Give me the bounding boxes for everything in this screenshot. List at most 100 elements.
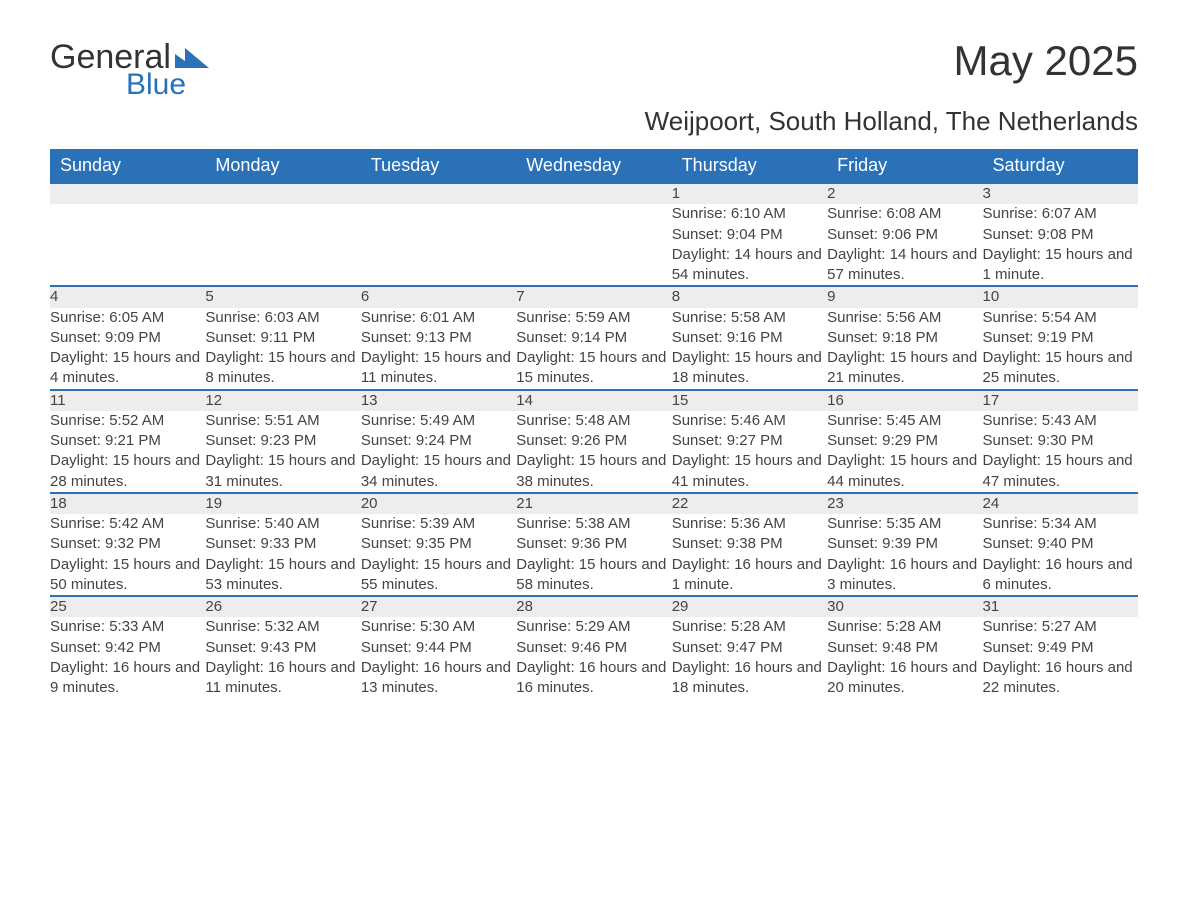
sunrise-line-value: 5:33 AM [109,618,164,635]
day-number-cell: 27 [361,596,516,617]
sunset-line: Sunset: 9:43 PM [205,638,360,658]
daylight-line-label: Daylight: [516,349,579,366]
daylight-line-label: Daylight: [983,659,1046,676]
sunrise-line-value: 5:52 AM [109,412,164,429]
sunset-line-value: 9:43 PM [260,639,316,656]
day-number-cell: 10 [983,286,1138,307]
sunset-line: Sunset: 9:26 PM [516,431,671,451]
sunrise-line-value: 5:56 AM [886,309,941,326]
day-number-cell: 6 [361,286,516,307]
day-data-cell: Sunrise: 5:54 AMSunset: 9:19 PMDaylight:… [983,308,1138,390]
day-data-cell: Sunrise: 5:27 AMSunset: 9:49 PMDaylight:… [983,617,1138,702]
sunset-line-value: 9:18 PM [882,329,938,346]
sunrise-line-value: 5:39 AM [420,515,475,532]
day-data-cell: Sunrise: 6:07 AMSunset: 9:08 PMDaylight:… [983,204,1138,286]
sunset-line: Sunset: 9:14 PM [516,328,671,348]
sunrise-line: Sunrise: 5:33 AM [50,617,205,637]
day-number-cell: 23 [827,493,982,514]
sunrise-line: Sunrise: 5:54 AM [983,308,1138,328]
weekday-header-row: SundayMondayTuesdayWednesdayThursdayFrid… [50,149,1138,183]
sunrise-line-value: 6:01 AM [420,309,475,326]
logo-text-blue: Blue [126,70,186,100]
sunset-line-label: Sunset: [983,329,1038,346]
daylight-line: Daylight: 15 hours and 8 minutes. [205,348,360,389]
day-number-cell: 22 [672,493,827,514]
sunset-line-value: 9:11 PM [260,329,315,346]
daylight-line: Daylight: 16 hours and 13 minutes. [361,658,516,699]
sunrise-line: Sunrise: 5:28 AM [672,617,827,637]
sunrise-line: Sunrise: 5:51 AM [205,411,360,431]
day-number-cell: 19 [205,493,360,514]
sunset-line-value: 9:23 PM [260,432,316,449]
sunset-line: Sunset: 9:33 PM [205,534,360,554]
daylight-line: Daylight: 15 hours and 44 minutes. [827,451,982,492]
sunrise-line: Sunrise: 5:34 AM [983,514,1138,534]
sunset-line-label: Sunset: [983,432,1038,449]
sunset-line: Sunset: 9:39 PM [827,534,982,554]
daylight-line: Daylight: 16 hours and 6 minutes. [983,555,1138,596]
sunrise-line-value: 5:46 AM [731,412,786,429]
daylight-line: Daylight: 15 hours and 55 minutes. [361,555,516,596]
calendar-title: May 2025 [954,40,1138,82]
sunrise-line-value: 5:51 AM [265,412,320,429]
sunrise-line-value: 5:35 AM [886,515,941,532]
sunrise-line-label: Sunrise: [516,412,575,429]
sunset-line: Sunset: 9:48 PM [827,638,982,658]
day-data-cell: Sunrise: 5:59 AMSunset: 9:14 PMDaylight:… [516,308,671,390]
sunset-line-label: Sunset: [361,432,416,449]
week-data-row: Sunrise: 5:52 AMSunset: 9:21 PMDaylight:… [50,411,1138,493]
week-number-row: 123 [50,183,1138,204]
daylight-line-label: Daylight: [205,349,268,366]
sunrise-line-label: Sunrise: [827,205,886,222]
day-number-cell [361,183,516,204]
weekday-header: Thursday [672,149,827,183]
sunset-line-value: 9:08 PM [1038,226,1094,243]
day-data-cell: Sunrise: 5:30 AMSunset: 9:44 PMDaylight:… [361,617,516,702]
sunrise-line-label: Sunrise: [205,618,264,635]
day-data-cell: Sunrise: 6:03 AMSunset: 9:11 PMDaylight:… [205,308,360,390]
day-data-cell: Sunrise: 6:01 AMSunset: 9:13 PMDaylight:… [361,308,516,390]
daylight-line: Daylight: 15 hours and 28 minutes. [50,451,205,492]
day-number-cell: 12 [205,390,360,411]
sunset-line-label: Sunset: [516,535,571,552]
daylight-line-label: Daylight: [361,556,424,573]
day-data-cell: Sunrise: 5:58 AMSunset: 9:16 PMDaylight:… [672,308,827,390]
sunset-line: Sunset: 9:21 PM [50,431,205,451]
day-number-cell: 21 [516,493,671,514]
sunrise-line-value: 5:38 AM [575,515,630,532]
sunset-line-value: 9:48 PM [882,639,938,656]
day-number-cell: 30 [827,596,982,617]
sunset-line-label: Sunset: [205,432,260,449]
sunset-line-value: 9:38 PM [727,535,783,552]
sunrise-line-label: Sunrise: [983,309,1042,326]
daylight-line: Daylight: 14 hours and 57 minutes. [827,245,982,286]
day-number-cell: 26 [205,596,360,617]
sunset-line-value: 9:13 PM [416,329,472,346]
daylight-line-label: Daylight: [361,349,424,366]
day-data-cell [361,204,516,286]
day-data-cell: Sunrise: 5:33 AMSunset: 9:42 PMDaylight:… [50,617,205,702]
sunset-line-value: 9:36 PM [571,535,627,552]
daylight-line-label: Daylight: [672,452,735,469]
daylight-line: Daylight: 15 hours and 15 minutes. [516,348,671,389]
sunrise-line-value: 5:58 AM [731,309,786,326]
sunset-line-value: 9:14 PM [571,329,627,346]
day-number-cell: 4 [50,286,205,307]
sunset-line-value: 9:27 PM [727,432,783,449]
sunset-line-label: Sunset: [672,432,727,449]
day-data-cell: Sunrise: 5:52 AMSunset: 9:21 PMDaylight:… [50,411,205,493]
daylight-line: Daylight: 16 hours and 1 minute. [672,555,827,596]
sunset-line-value: 9:21 PM [105,432,161,449]
sunset-line: Sunset: 9:42 PM [50,638,205,658]
daylight-line: Daylight: 15 hours and 58 minutes. [516,555,671,596]
day-number-cell: 11 [50,390,205,411]
sunset-line: Sunset: 9:30 PM [983,431,1138,451]
sunrise-line-label: Sunrise: [50,309,109,326]
sunset-line-label: Sunset: [983,535,1038,552]
sunset-line: Sunset: 9:18 PM [827,328,982,348]
day-number-cell: 31 [983,596,1138,617]
sunset-line-label: Sunset: [983,226,1038,243]
daylight-line: Daylight: 15 hours and 50 minutes. [50,555,205,596]
sunset-line-label: Sunset: [827,535,882,552]
day-data-cell [516,204,671,286]
